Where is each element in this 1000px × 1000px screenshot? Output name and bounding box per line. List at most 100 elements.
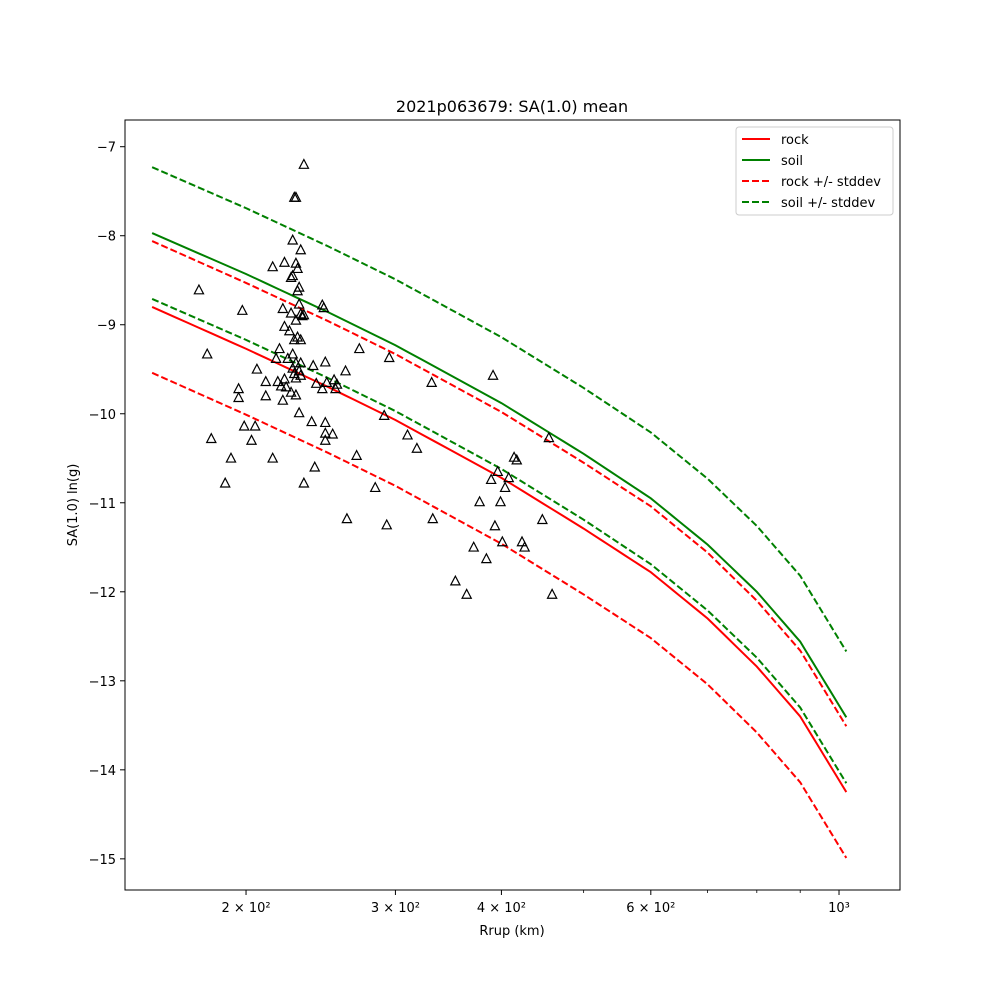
observation-point-10 — [249, 419, 261, 431]
observation-point-3 — [219, 476, 231, 488]
observation-point-99 — [499, 481, 511, 493]
observation-point-23 — [278, 372, 291, 384]
observation-point-7 — [236, 304, 248, 315]
observation-point-17 — [272, 375, 284, 387]
y-tick-label-8: −15 — [89, 853, 116, 868]
observation-point-87 — [427, 512, 439, 524]
observation-point-84 — [401, 428, 414, 440]
observation-point-79 — [353, 342, 365, 354]
y-tick-label-3: −10 — [89, 408, 116, 423]
observation-point-89 — [461, 588, 473, 599]
observation-point-88 — [449, 574, 461, 586]
observation-point-104 — [519, 540, 531, 552]
y-tick-label-2: −9 — [97, 319, 116, 334]
axes-frame — [124, 119, 901, 891]
observation-point-13 — [260, 389, 272, 401]
observation-point-50 — [293, 406, 305, 418]
observation-point-53 — [295, 333, 307, 345]
legend-label-0: rock — [781, 133, 809, 148]
x-axis-label: Rrup (km) — [479, 924, 544, 939]
observation-point-70 — [319, 427, 331, 438]
observation-point-19 — [275, 379, 287, 391]
observation-point-59 — [298, 476, 310, 488]
observation-point-57 — [298, 158, 310, 169]
observation-point-18 — [273, 342, 286, 354]
observation-point-77 — [341, 512, 353, 524]
observation-point-63 — [310, 377, 322, 388]
observation-point-21 — [277, 394, 289, 405]
observation-point-92 — [480, 552, 492, 564]
observation-point-106 — [543, 431, 555, 443]
observation-point-12 — [260, 375, 272, 387]
observation-point-27 — [283, 324, 296, 336]
x-tick-label-1: 3 × 10² — [371, 901, 420, 916]
observation-point-39 — [290, 191, 302, 202]
observation-point-14 — [267, 260, 279, 272]
x-axis: 2 × 10² 3 × 10² 4 × 10² 6 × 10² 10³ — [221, 890, 850, 916]
observation-point-31 — [287, 347, 299, 359]
legend-label-2: rock +/- stddev — [781, 175, 881, 190]
observation-point-97 — [494, 495, 507, 507]
observation-point-20 — [277, 302, 289, 314]
observation-point-22 — [278, 256, 291, 267]
observation-point-16 — [270, 352, 282, 363]
chart-title: 2021p063679: SA(1.0) mean — [396, 97, 628, 116]
y-tick-label-6: −13 — [89, 675, 116, 690]
observation-point-69 — [321, 376, 333, 388]
y-tick-label-1: −8 — [97, 230, 116, 245]
observation-point-4 — [225, 451, 237, 463]
y-tick-label-0: −7 — [97, 141, 116, 156]
observation-point-93 — [485, 473, 497, 485]
series-line-5 — [151, 298, 848, 784]
observation-point-60 — [306, 415, 318, 427]
observation-point-81 — [378, 409, 390, 420]
y-tick-label-4: −11 — [89, 497, 116, 512]
y-axis: −7 −8 −9 −10 −11 −12 −13 −14 −15 — [89, 141, 125, 868]
observation-point-83 — [383, 351, 395, 363]
series-line-1 — [151, 232, 848, 718]
observation-point-94 — [487, 369, 499, 380]
observation-point-96 — [492, 465, 504, 477]
observation-point-105 — [536, 513, 548, 525]
observation-point-51 — [295, 243, 307, 255]
observation-point-9 — [245, 434, 258, 445]
observation-point-44 — [291, 262, 304, 274]
observation-point-103 — [516, 535, 528, 547]
observation-point-58 — [298, 308, 310, 320]
observation-point-49 — [293, 364, 305, 376]
observation-point-61 — [307, 359, 319, 371]
observation-point-41 — [290, 371, 302, 383]
series-line-4 — [151, 166, 848, 652]
observation-point-91 — [474, 495, 486, 507]
legend-label-3: soil +/- stddev — [781, 196, 876, 211]
observation-point-71 — [319, 434, 331, 445]
legend-label-1: soil — [781, 154, 803, 169]
observation-point-55 — [295, 369, 307, 380]
observation-point-2 — [205, 432, 217, 444]
x-tick-label-4: 10³ — [828, 901, 850, 916]
observation-point-80 — [369, 481, 381, 493]
observation-point-107 — [546, 588, 558, 599]
observation-point-42 — [290, 388, 302, 400]
observation-point-68 — [319, 416, 331, 428]
observation-point-75 — [331, 378, 343, 389]
observation-point-86 — [426, 376, 438, 388]
y-tick-label-7: −14 — [89, 764, 116, 779]
observation-point-90 — [468, 540, 480, 552]
observation-point-11 — [251, 362, 263, 374]
observation-point-15 — [267, 451, 279, 463]
observation-point-76 — [339, 364, 352, 376]
series-line-3 — [151, 371, 848, 859]
x-tick-label-3: 6 × 10² — [626, 901, 675, 916]
observation-point-95 — [489, 519, 501, 531]
observation-point-47 — [293, 281, 305, 292]
observation-point-48 — [293, 297, 305, 309]
observation-point-67 — [319, 355, 331, 367]
observation-point-30 — [285, 306, 297, 318]
observation-point-56 — [296, 309, 308, 321]
observation-point-78 — [351, 449, 363, 460]
observation-point-32 — [287, 233, 299, 245]
observation-point-102 — [511, 453, 523, 465]
observation-point-85 — [411, 442, 423, 453]
observation-point-8 — [238, 419, 250, 431]
